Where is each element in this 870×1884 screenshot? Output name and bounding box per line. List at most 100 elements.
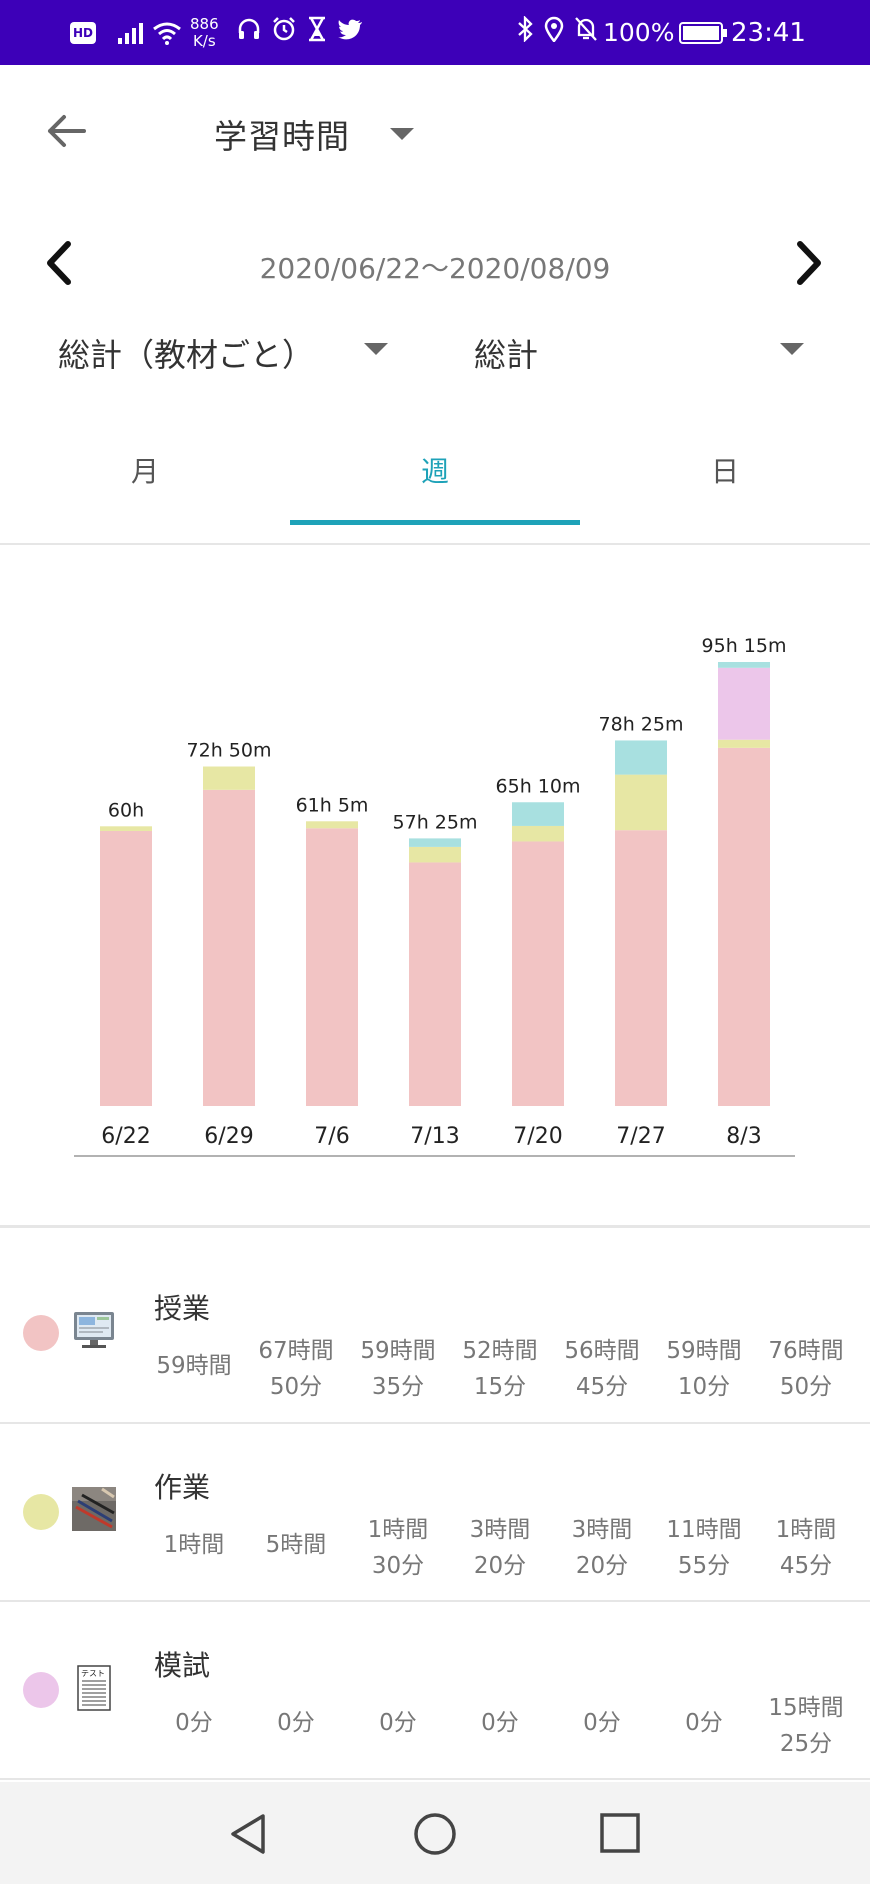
tab-month[interactable]: 月 xyxy=(130,455,159,488)
legend-value-line: 30分 xyxy=(371,1553,425,1579)
bar-segment xyxy=(100,826,152,831)
aggregation-select[interactable]: 総計（教材ごと） xyxy=(58,336,315,374)
bar-segment xyxy=(615,774,667,831)
list-item[interactable]: テスト 模試 0分 0分 0分 0分 0分 0分 15時間 25分 xyxy=(0,1602,870,1780)
legend-value-line: 50分 xyxy=(269,1374,323,1400)
x-tick-label: 7/20 xyxy=(513,1124,562,1149)
bluetooth-icon xyxy=(516,15,534,49)
bar-segment xyxy=(718,747,770,1106)
location-icon xyxy=(544,16,564,49)
x-tick-label: 7/6 xyxy=(314,1124,349,1149)
legend-value-cell: 59時間 10分 xyxy=(653,1333,755,1405)
legend-value-cell: 59時間 35分 xyxy=(347,1333,449,1405)
clock: 23:41 xyxy=(731,17,806,48)
aggregation-dropdown-caret-icon[interactable] xyxy=(364,343,388,355)
legend-value-cell: 11時間 55分 xyxy=(653,1512,755,1584)
legend-value-cell: 1時間 xyxy=(143,1527,245,1563)
legend-value-line: 76時間 xyxy=(768,1338,844,1364)
bar-segment xyxy=(306,828,358,1106)
title-dropdown-caret-icon[interactable] xyxy=(390,128,414,140)
material-dropdown-caret-icon[interactable] xyxy=(780,343,804,355)
legend-value-cell: 67時間 50分 xyxy=(245,1333,347,1405)
x-tick-label: 7/27 xyxy=(616,1124,665,1149)
date-range: 2020/06/22〜2020/08/09 xyxy=(259,252,611,285)
back-triangle-icon[interactable] xyxy=(228,1812,268,1860)
bar-segment xyxy=(409,846,461,863)
bar-segment xyxy=(718,739,770,748)
legend-value-line: 0分 xyxy=(175,1710,213,1736)
headphones-icon xyxy=(237,17,261,48)
bar-total-label: 61h 5m xyxy=(296,794,369,816)
legend-value-line: 59時間 xyxy=(666,1338,742,1364)
bar-total-label: 57h 25m xyxy=(393,811,478,833)
twitter-icon xyxy=(337,18,363,48)
chart-divider xyxy=(0,1225,870,1228)
legend-value-cell: 0分 xyxy=(347,1705,449,1741)
recents-square-icon[interactable] xyxy=(599,1812,641,1858)
legend-value-line: 11時間 xyxy=(666,1517,742,1543)
legend-values: 0分 0分 0分 0分 0分 0分 15時間 25分 xyxy=(143,1602,843,1780)
wifi-icon xyxy=(152,0,182,65)
hourglass-icon xyxy=(307,16,327,49)
legend-value-cell: 0分 xyxy=(551,1705,653,1741)
legend-value-cell: 0分 xyxy=(143,1705,245,1741)
bar-segment xyxy=(409,838,461,847)
legend-value-line: 56時間 xyxy=(564,1338,640,1364)
home-circle-icon[interactable] xyxy=(413,1812,457,1860)
legend-value-line: 5時間 xyxy=(265,1532,327,1558)
pens-photo-icon xyxy=(72,1487,116,1531)
legend-value-line: 0分 xyxy=(481,1710,519,1736)
legend-values: 1時間 5時間 1時間 30分 3時間 20分 3時間 20分 11時間 55分 1時間 45分 xyxy=(143,1424,843,1602)
bar-segment xyxy=(306,821,358,829)
x-tick-label: 6/22 xyxy=(101,1124,150,1149)
page-title[interactable]: 学習時間 xyxy=(214,117,350,156)
legend-value-line: 59時間 xyxy=(156,1353,232,1379)
legend-value-cell: 5時間 xyxy=(245,1527,347,1563)
legend-value-cell: 1時間 30分 xyxy=(347,1512,449,1584)
legend-value-line: 15時間 xyxy=(768,1695,844,1721)
bar-segment xyxy=(615,830,667,1106)
bar-segment xyxy=(203,789,255,1106)
bar-total-label: 65h 10m xyxy=(496,775,581,797)
x-tick-label: 8/3 xyxy=(726,1124,761,1149)
list-item[interactable]: 授業 59時間 67時間 50分 59時間 35分 52時間 15分 56時間 45分 59時間 1… xyxy=(0,1245,870,1423)
next-period-chevron-icon[interactable] xyxy=(790,240,826,286)
legend-value-line: 35分 xyxy=(371,1374,425,1400)
legend-value-line: 20分 xyxy=(575,1553,629,1579)
row-divider xyxy=(0,1422,870,1424)
legend-value-cell: 0分 xyxy=(449,1705,551,1741)
bar-segment xyxy=(718,667,770,740)
mute-icon xyxy=(574,16,598,49)
legend-value-line: 0分 xyxy=(379,1710,417,1736)
prev-period-chevron-icon[interactable] xyxy=(42,240,78,286)
hd-badge: HD xyxy=(70,22,96,44)
tab-selected-indicator xyxy=(290,520,580,525)
legend-color-dot xyxy=(23,1315,59,1351)
tab-day[interactable]: 日 xyxy=(710,455,739,488)
legend-value-line: 0分 xyxy=(685,1710,723,1736)
tab-week[interactable]: 週 xyxy=(420,455,449,488)
legend-value-line: 55分 xyxy=(677,1553,731,1579)
legend-value-line: 10分 xyxy=(677,1374,731,1400)
legend-name: 模試 xyxy=(154,1649,211,1682)
list-item[interactable]: 作業 1時間 5時間 1時間 30分 3時間 20分 3時間 20分 11時間 55分 1時間 45分 xyxy=(0,1424,870,1602)
legend-value-line: 0分 xyxy=(277,1710,315,1736)
legend-value-line: 3時間 xyxy=(469,1517,531,1543)
legend-color-dot xyxy=(23,1494,59,1530)
legend-color-dot xyxy=(23,1672,59,1708)
test-sheet-icon: テスト xyxy=(72,1665,116,1711)
legend-value-line: 1時間 xyxy=(775,1517,837,1543)
legend-value-cell: 0分 xyxy=(653,1705,755,1741)
legend-value-cell: 52時間 15分 xyxy=(449,1333,551,1405)
legend-value-cell: 59時間 xyxy=(143,1348,245,1384)
bar-total-label: 95h 15m xyxy=(702,635,787,657)
legend-value-line: 45分 xyxy=(575,1374,629,1400)
legend-name: 作業 xyxy=(154,1471,211,1504)
legend-value-line: 25分 xyxy=(779,1731,833,1757)
back-arrow-icon[interactable] xyxy=(44,109,88,153)
legend-value-line: 0分 xyxy=(583,1710,621,1736)
row-divider xyxy=(0,1600,870,1602)
monitor-icon xyxy=(72,1308,116,1352)
material-select[interactable]: 総計 xyxy=(474,336,539,374)
legend-value-cell: 76時間 50分 xyxy=(755,1333,857,1405)
